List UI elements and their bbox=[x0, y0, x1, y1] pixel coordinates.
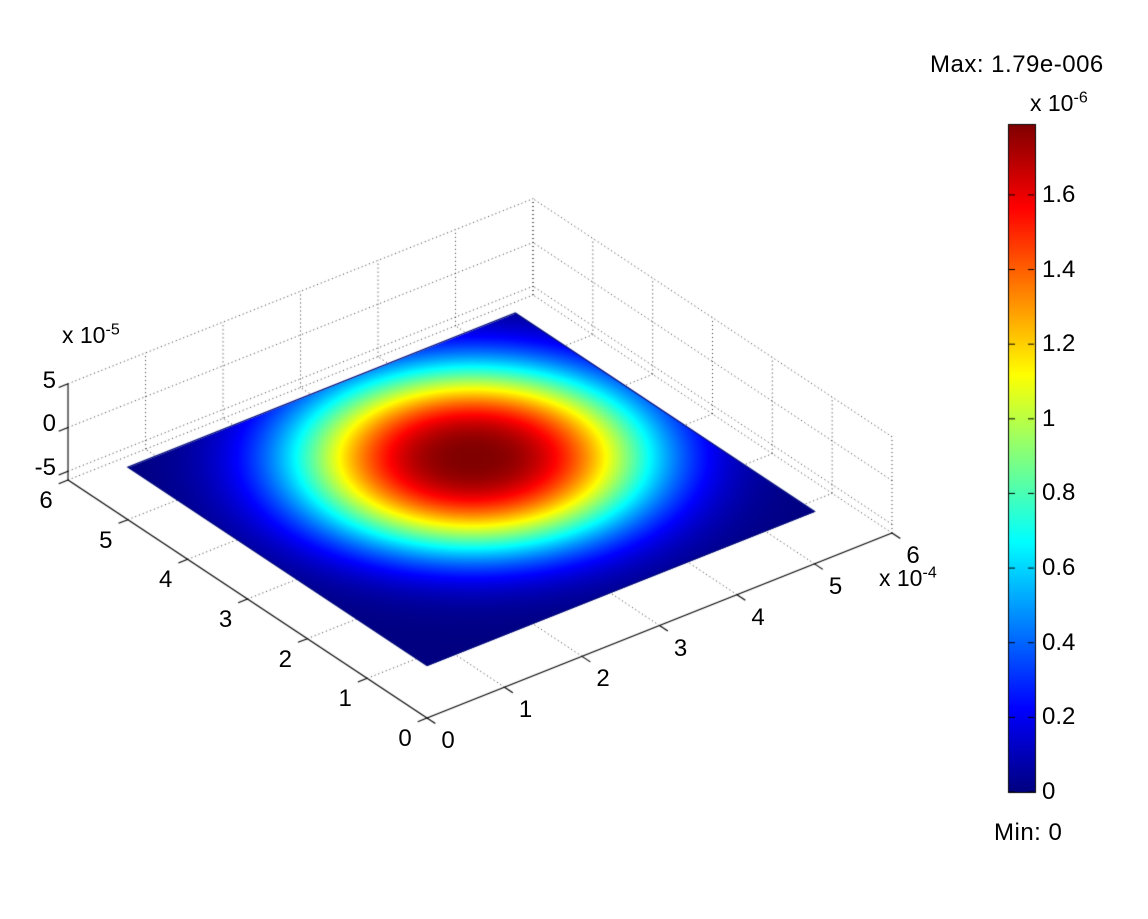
x-axis-tick-label: 2 bbox=[596, 665, 610, 693]
x-axis-tick-label: 6 bbox=[906, 542, 920, 570]
y-axis-tick-label: 0 bbox=[398, 725, 412, 752]
z-axis-exponent-power: -5 bbox=[105, 321, 120, 339]
colorbar-exponent-label: x 10-6 bbox=[1030, 89, 1088, 116]
colorbar-tick-label: 1.4 bbox=[1042, 255, 1076, 283]
y-axis-tick-label: 6 bbox=[39, 486, 53, 514]
x-axis-tick-label: 0 bbox=[441, 727, 455, 754]
z-axis-tick-label: 5 bbox=[42, 366, 57, 394]
y-axis-tick-label: 4 bbox=[158, 566, 173, 594]
z-axis-exponent-mantissa: x 10 bbox=[62, 322, 106, 348]
x-axis-tick-label: 1 bbox=[518, 696, 533, 724]
min-value-label: Min: 0 bbox=[994, 819, 1063, 846]
colorbar-tick-label: 0.6 bbox=[1042, 554, 1076, 582]
y-axis-tick-label: 3 bbox=[218, 605, 233, 633]
z-axis-exponent-label: x 10-5 bbox=[62, 321, 120, 348]
x-axis-tick-label: 3 bbox=[673, 634, 688, 662]
colorbar-tick-label: 0 bbox=[1042, 778, 1056, 805]
y-axis-tick-label: 1 bbox=[338, 685, 352, 713]
x-axis-tick-label: 5 bbox=[828, 572, 843, 600]
x-axis-exponent-mantissa: x 10 bbox=[879, 565, 923, 591]
colorbar-exponent-power: -6 bbox=[1073, 89, 1088, 107]
colorbar-tick-label: 1 bbox=[1042, 404, 1056, 432]
colorbar-tick-label: 0.8 bbox=[1042, 479, 1076, 507]
colorbar-tick-label: 1.2 bbox=[1042, 330, 1076, 358]
colorbar-tick-label: 0.2 bbox=[1042, 703, 1076, 731]
z-axis-tick-label: -5 bbox=[34, 454, 57, 482]
y-axis-tick-label: 5 bbox=[99, 526, 113, 554]
colorbar-tick-label: 0.4 bbox=[1042, 628, 1076, 656]
colorbar-exponent-mantissa: x 10 bbox=[1030, 90, 1074, 116]
colorbar-tick-label: 1.6 bbox=[1042, 180, 1076, 208]
y-axis-tick-label: 2 bbox=[278, 645, 293, 673]
x-axis-tick-label: 4 bbox=[751, 603, 765, 631]
x-axis-exponent-power: -4 bbox=[922, 564, 937, 582]
max-value-label: Max: 1.79e-006 bbox=[930, 51, 1104, 78]
z-axis-tick-label: 0 bbox=[42, 410, 57, 438]
x-axis-exponent-label: x 10-4 bbox=[879, 564, 937, 591]
